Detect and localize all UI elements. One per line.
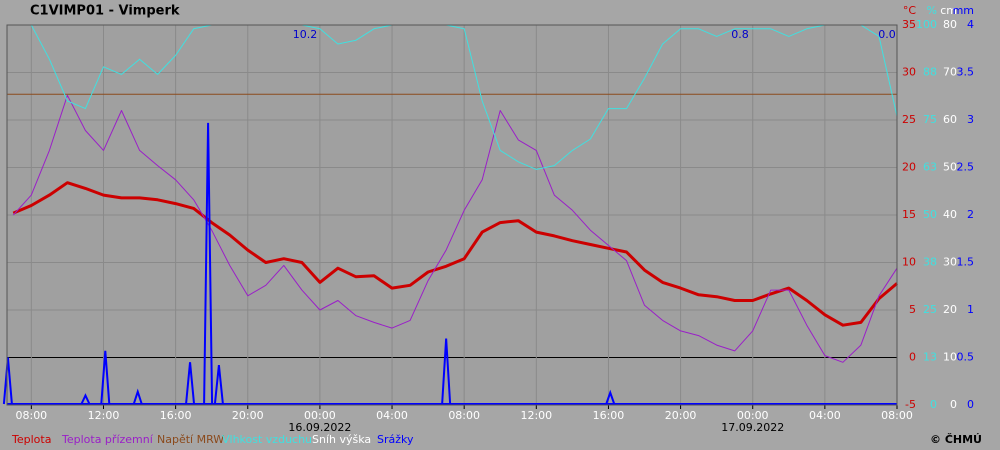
y-tick-label: 20: [943, 303, 957, 316]
legend-entry: Vlhkost vzduchu: [222, 433, 312, 446]
x-tick-label: 20:00: [232, 409, 264, 422]
series-line: [13, 24, 898, 170]
y-tick-label: -5: [905, 398, 916, 411]
y-tick-label: 80: [943, 18, 957, 31]
x-tick-label: 12:00: [520, 409, 552, 422]
y-tick-label: 0: [930, 398, 937, 411]
y-tick-label: 1.5: [957, 256, 975, 269]
annotation: 10.2: [293, 28, 318, 41]
annotation: 0.8: [731, 28, 749, 41]
x-tick-label: 16:00: [160, 409, 192, 422]
unit-label: mm: [953, 4, 974, 17]
y-tick-label: 3.5: [957, 66, 975, 79]
legend-entry: Sníh výška: [312, 433, 371, 446]
y-tick-label: 0: [967, 398, 974, 411]
x-tick-label: 00:00: [737, 409, 769, 422]
precipitation-spike: [203, 122, 214, 405]
y-tick-label: 2.5: [957, 161, 975, 174]
y-tick-label: 4: [967, 18, 974, 31]
y-tick-label: 100: [916, 18, 937, 31]
x-tick-label: 12:00: [88, 409, 120, 422]
y-tick-label: 50: [923, 208, 937, 221]
legend-entry: Napětí MRW: [157, 433, 224, 446]
y-tick-label: 3: [967, 113, 974, 126]
precipitation-spike: [605, 389, 616, 405]
precipitation-spike: [2, 357, 13, 405]
legend-entry: Srážky: [377, 433, 414, 446]
y-tick-label: 25: [923, 303, 937, 316]
y-tick-label: 63: [923, 161, 937, 174]
precipitation-spike: [80, 393, 91, 405]
y-tick-label: 35: [902, 18, 916, 31]
precipitation-spike: [185, 362, 196, 405]
y-tick-label: 1: [967, 303, 974, 316]
precipitation-spike: [100, 350, 111, 405]
y-tick-label: 20: [902, 161, 916, 174]
y-tick-label: 0.5: [957, 351, 975, 364]
credit: © ČHMÚ: [930, 433, 982, 446]
x-tick-label: 16:00: [593, 409, 625, 422]
date-label: 16.09.2022: [288, 421, 351, 434]
x-tick-label: 08:00: [448, 409, 480, 422]
x-tick-label: 08:00: [15, 409, 47, 422]
date-label: 17.09.2022: [721, 421, 784, 434]
x-tick-label: 04:00: [809, 409, 841, 422]
y-tick-label: 0: [909, 351, 916, 364]
y-tick-label: 75: [923, 113, 937, 126]
x-tick-label: 20:00: [665, 409, 697, 422]
y-tick-label: 38: [923, 256, 937, 269]
legend-entry: Teplota: [11, 433, 51, 446]
y-tick-label: 10: [902, 256, 916, 269]
y-tick-label: 60: [943, 113, 957, 126]
series-line: [12, 181, 898, 327]
unit-label: %: [927, 4, 937, 17]
x-tick-label: 00:00: [304, 409, 336, 422]
precipitation-spike: [213, 364, 224, 405]
y-tick-label: 70: [943, 66, 957, 79]
x-tick-label: 04:00: [376, 409, 408, 422]
y-tick-label: 2: [967, 208, 974, 221]
y-tick-label: 25: [902, 113, 916, 126]
y-tick-label: 30: [902, 66, 916, 79]
annotation: 0.0: [878, 28, 896, 41]
y-tick-label: 15: [902, 208, 916, 221]
y-tick-label: 88: [923, 66, 937, 79]
y-tick-label: 13: [923, 351, 937, 364]
precipitation-spike: [132, 388, 143, 405]
chart-title: C1VIMP01 - Vimperk: [30, 4, 180, 19]
plot-frame: [6, 24, 898, 406]
y-tick-label: 0: [950, 398, 957, 411]
y-tick-label: 30: [943, 256, 957, 269]
x-tick-label: 08:00: [881, 409, 913, 422]
precipitation-spike: [441, 338, 452, 405]
y-tick-label: 40: [943, 208, 957, 221]
unit-label: cm: [940, 4, 957, 17]
series-line: [12, 94, 898, 363]
y-tick-label: 50: [943, 161, 957, 174]
legend-entry: Teplota přízemní: [61, 433, 154, 446]
y-tick-label: 10: [943, 351, 957, 364]
y-tick-label: 5: [909, 303, 916, 316]
unit-label: °C: [903, 4, 917, 17]
